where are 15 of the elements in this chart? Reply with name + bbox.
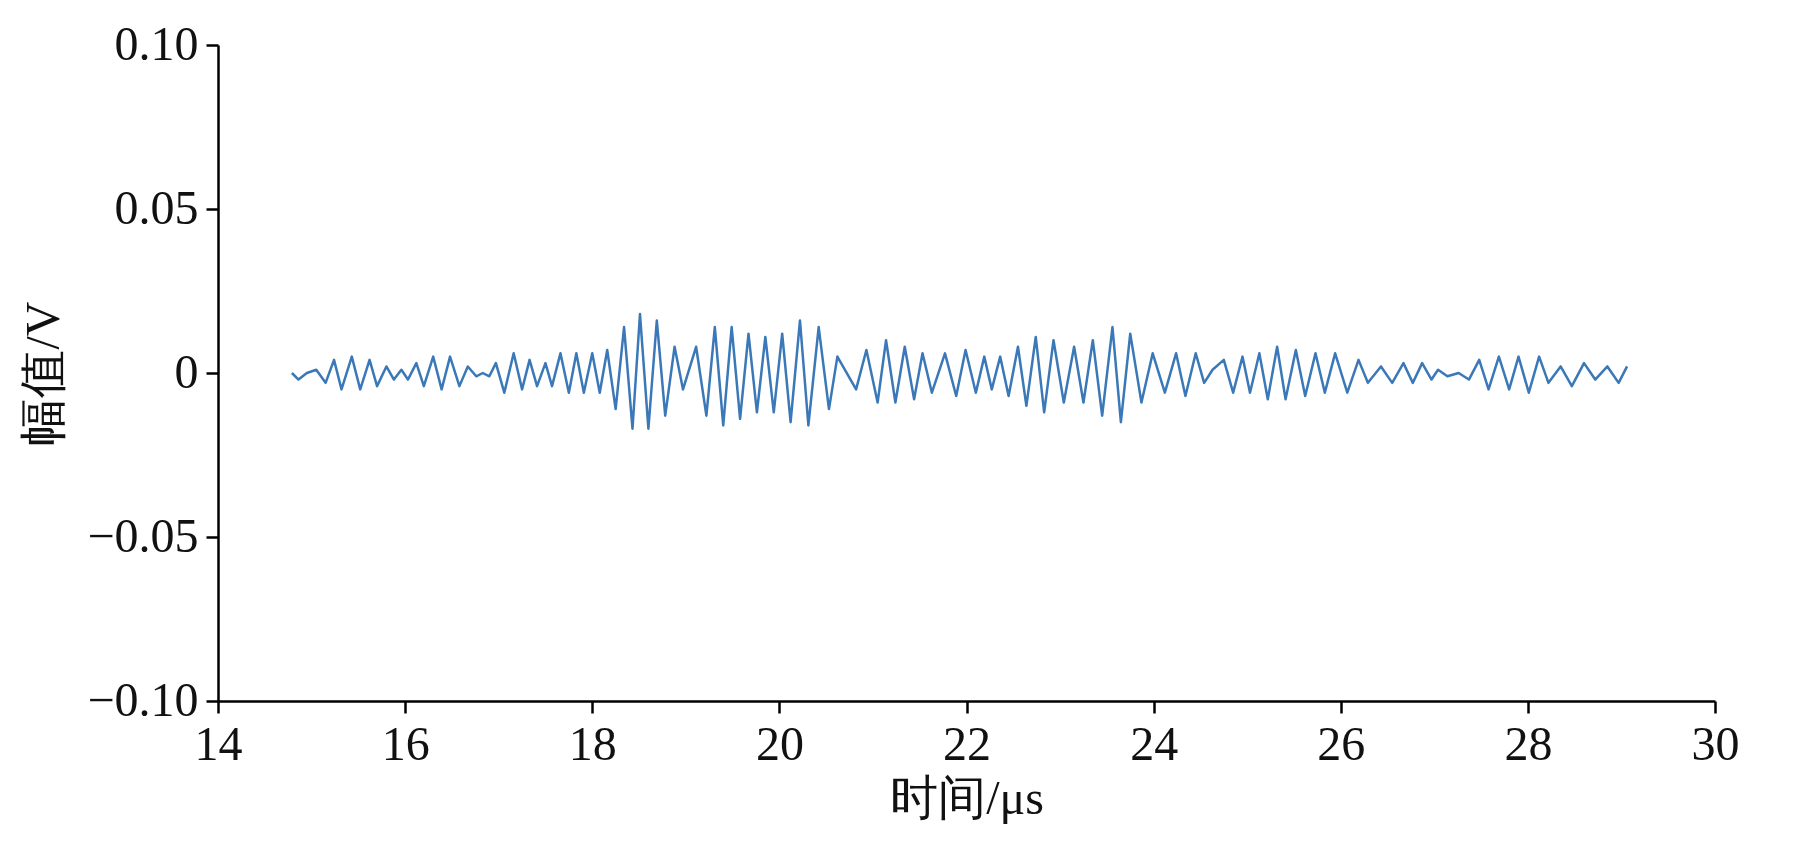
x-tick-label: 18 xyxy=(568,716,617,770)
y-tick-label: 0.10 xyxy=(114,16,199,70)
x-tick-label: 28 xyxy=(1504,716,1553,770)
line-series xyxy=(290,312,1629,431)
x-tick-label: 22 xyxy=(943,716,991,770)
y-tick-label: −0.05 xyxy=(87,508,199,562)
x-axis-title: 时间/μs xyxy=(890,770,1044,824)
x-tick-label: 16 xyxy=(381,716,430,770)
y-tick-label: 0.05 xyxy=(114,180,199,234)
x-tick-label: 30 xyxy=(1691,716,1740,770)
x-tick-label: 20 xyxy=(755,716,804,770)
y-axis-title: 幅值/V xyxy=(16,301,70,446)
x-tick-label: 26 xyxy=(1317,716,1366,770)
y-tick-label: 0 xyxy=(174,344,199,398)
x-tick-label: 24 xyxy=(1130,716,1179,770)
